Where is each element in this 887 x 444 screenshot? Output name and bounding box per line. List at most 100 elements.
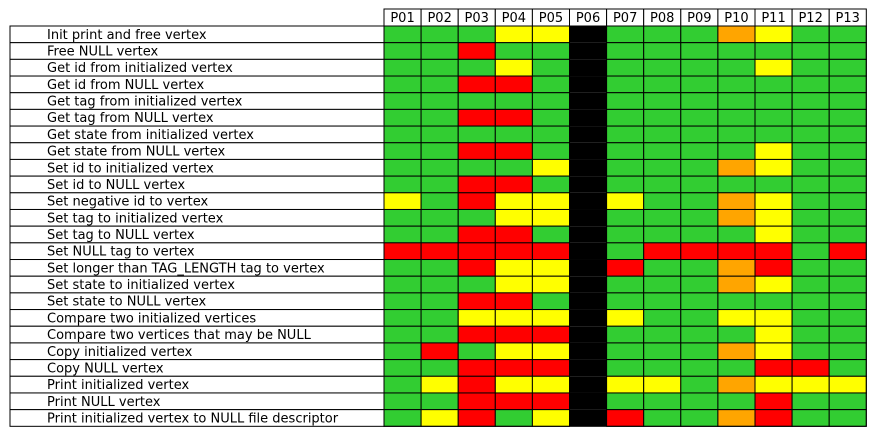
result-cell-green-p13-row-2 [828,42,867,60]
result-cell-green-p01-row-7 [383,125,422,144]
result-cell-black-p06-row-17 [569,292,607,310]
result-cell-green-p01-row-15 [383,259,422,277]
result-cell-green-p12-row-20 [791,342,830,361]
result-cell-red-p04-row-21 [494,359,533,377]
row-label: Set state to initialized vertex [47,278,235,293]
result-cell-green-p08-row-12 [643,208,682,227]
result-cell-green-p05-row-10 [531,175,571,194]
result-cell-red-p05-row-14 [531,242,571,261]
result-cell-black-p06-row-11 [569,192,607,210]
result-cell-green-p10-row-10 [717,175,756,194]
result-cell-orange-p10-row-22 [717,375,756,394]
result-cell-green-p05-row-2 [531,42,571,60]
row-label: Set state to NULL vertex [47,295,206,310]
result-cell-green-p13-row-13 [828,225,867,244]
result-cell-black-p06-row-4 [569,76,607,93]
result-cell-green-p13-row-17 [828,292,867,311]
result-cell-green-p12-row-9 [791,158,830,177]
result-cell-green-p03-row-20 [457,342,496,361]
result-cell-green-p13-row-6 [828,108,867,127]
result-cell-green-p03-row-9 [457,158,496,177]
result-cell-red-p03-row-13 [457,225,496,244]
result-cell-green-p09-row-6 [680,108,719,127]
result-cell-green-p12-row-19 [791,325,830,344]
result-cell-green-p07-row-20 [606,342,645,361]
result-cell-green-p12-row-24 [791,409,830,427]
row-label: Free NULL vertex [47,45,158,60]
result-cell-green-p01-row-16 [383,275,422,294]
result-cell-green-p01-row-4 [383,75,422,94]
result-cell-green-p03-row-3 [457,58,496,77]
result-cell-black-p06-row-5 [569,92,607,110]
row-label: Print NULL vertex [47,395,161,410]
row-label: Get id from initialized vertex [47,61,233,76]
result-cell-green-p01-row-21 [383,359,422,377]
result-cell-green-p09-row-13 [680,225,719,244]
result-cell-green-p12-row-15 [791,259,830,277]
result-cell-green-p08-row-1 [643,25,682,44]
result-cell-black-p06-row-24 [569,409,607,427]
result-cell-green-p07-row-23 [606,392,645,411]
result-cell-green-p12-row-3 [791,58,830,77]
result-cell-green-p02-row-10 [420,175,459,194]
result-cell-red-p04-row-8 [494,142,533,160]
result-cell-green-p12-row-1 [791,25,830,44]
result-cell-green-p07-row-1 [606,25,645,44]
result-cell-green-p09-row-15 [680,259,719,277]
result-cell-green-p07-row-6 [606,108,645,127]
result-cell-green-p02-row-5 [420,92,459,110]
result-cell-green-p05-row-8 [531,142,571,160]
result-cell-green-p13-row-7 [828,125,867,144]
row-label: Get id from NULL vertex [47,78,204,93]
result-cell-green-p08-row-19 [643,325,682,344]
result-cell-yellow-p11-row-8 [754,142,793,160]
result-cell-green-p08-row-2 [643,42,682,60]
result-cell-black-p06-row-19 [569,326,607,343]
result-cell-green-p12-row-13 [791,225,830,244]
result-cell-red-p11-row-14 [754,242,793,261]
result-cell-green-p12-row-18 [791,309,830,327]
result-cell-orange-p10-row-16 [717,275,756,294]
result-cell-red-p03-row-19 [457,325,496,344]
result-cell-red-p04-row-10 [494,175,533,194]
column-header-label: P07 [613,11,637,26]
result-cell-green-p02-row-17 [420,292,459,311]
result-cell-green-p07-row-16 [606,275,645,294]
result-cell-black-p06-row-2 [569,42,607,60]
result-cell-yellow-p04-row-20 [494,342,533,361]
result-cell-black-p06-row-14 [569,242,607,260]
result-cell-green-p08-row-23 [643,392,682,411]
result-cell-black-p06-row-15 [569,259,607,277]
result-cell-green-p09-row-22 [680,375,719,394]
result-cell-red-p12-row-21 [791,359,830,377]
result-cell-green-p13-row-5 [828,92,867,110]
result-cell-green-p09-row-7 [680,125,719,144]
result-cell-green-p08-row-10 [643,175,682,194]
column-header-label: P13 [836,11,860,26]
result-cell-green-p07-row-10 [606,175,645,194]
result-cell-yellow-p04-row-3 [494,58,533,77]
result-cell-red-p07-row-15 [606,259,645,277]
result-cell-red-p09-row-14 [680,242,719,261]
column-header-label: P10 [724,11,748,26]
result-cell-black-p06-row-22 [569,376,607,393]
result-cell-green-p12-row-8 [791,142,830,160]
result-cell-green-p04-row-24 [494,409,533,427]
result-cell-black-p06-row-18 [569,309,607,327]
result-cell-green-p11-row-6 [754,108,793,127]
column-header-label: P11 [761,11,785,26]
result-cell-green-p09-row-17 [680,292,719,311]
result-cell-green-p01-row-12 [383,208,422,227]
result-cell-green-p04-row-7 [494,125,533,144]
result-cell-red-p03-row-24 [457,409,496,427]
result-cell-green-p02-row-13 [420,225,459,244]
result-cell-green-p05-row-7 [531,125,571,144]
row-label: Set tag to NULL vertex [47,228,195,243]
result-cell-green-p12-row-16 [791,275,830,294]
result-cell-red-p11-row-15 [754,259,793,277]
result-cell-yellow-p05-row-15 [531,259,571,277]
result-cell-yellow-p12-row-22 [791,375,830,394]
result-cell-green-p02-row-15 [420,259,459,277]
result-cell-green-p13-row-11 [828,192,867,210]
result-cell-red-p03-row-15 [457,259,496,277]
